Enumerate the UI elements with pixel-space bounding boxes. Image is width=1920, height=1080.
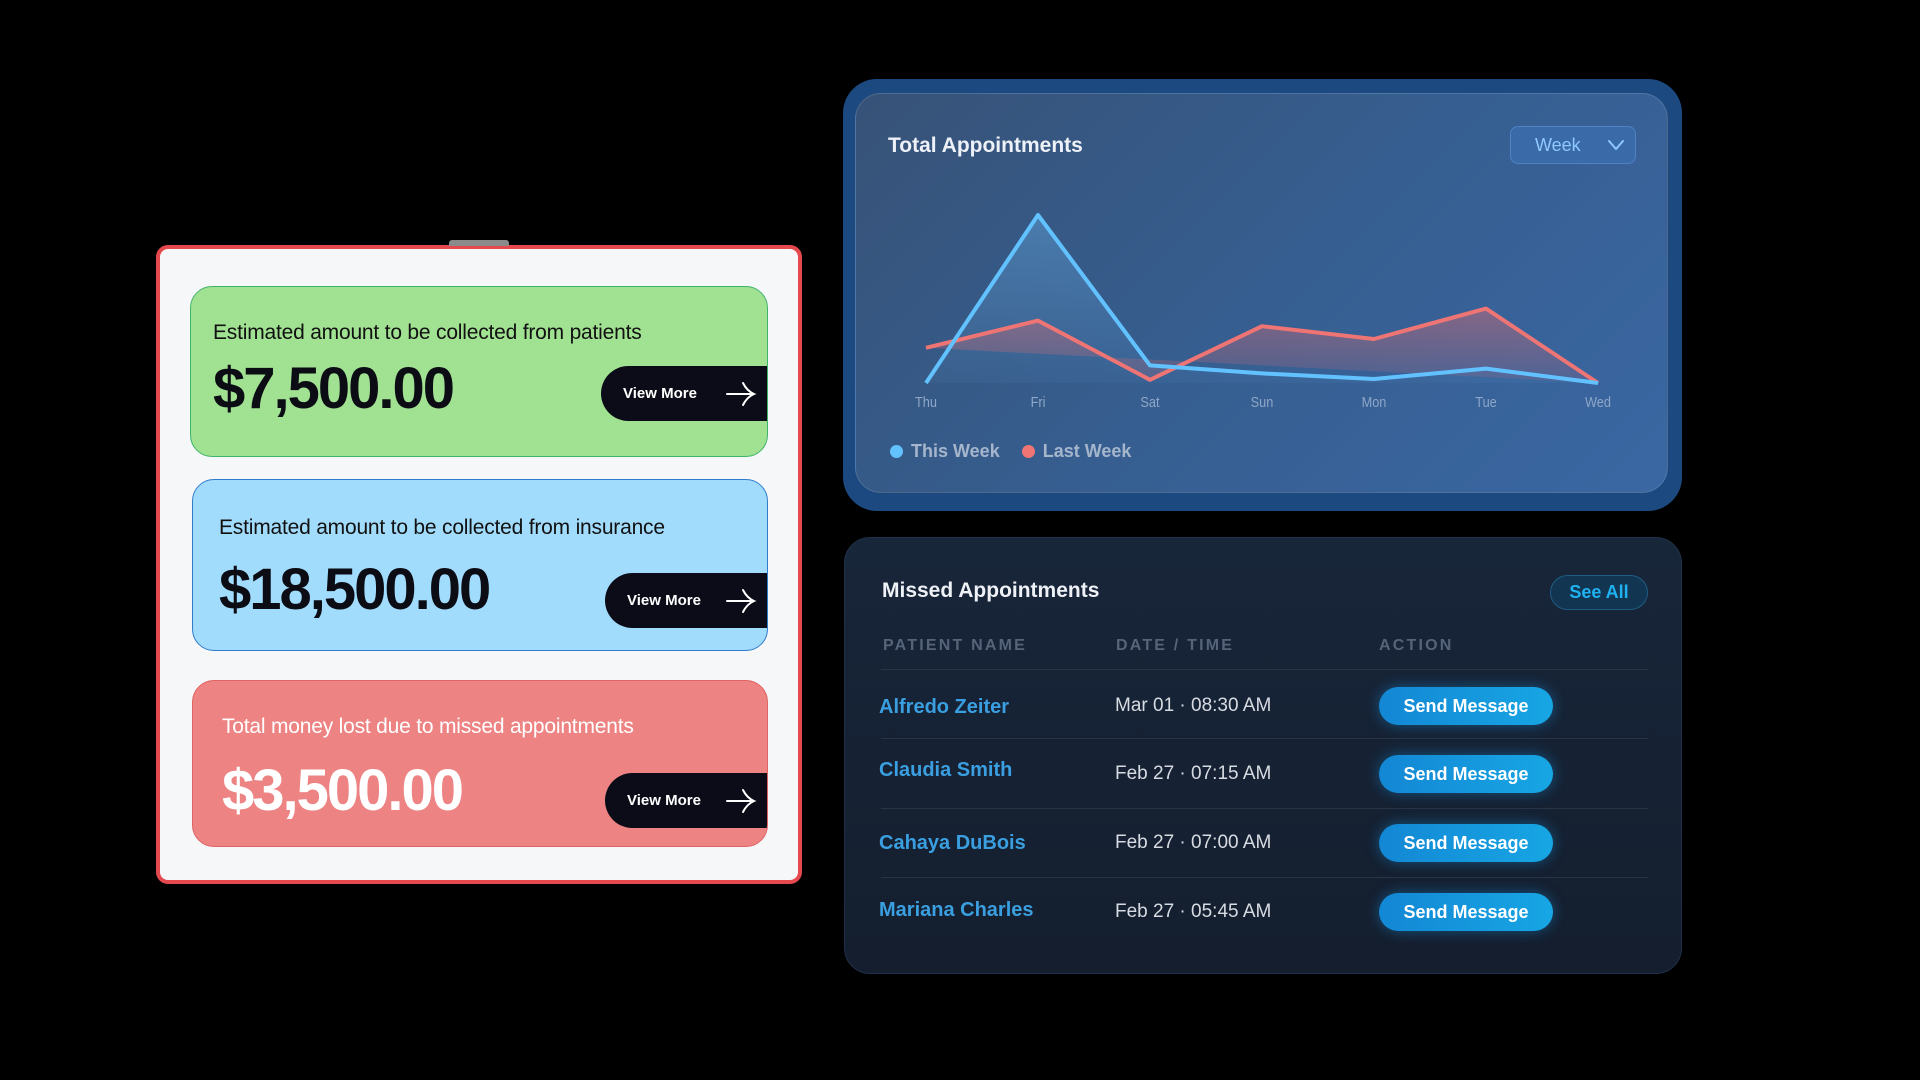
x-tick: Mon	[1361, 394, 1387, 411]
card-label: Estimated amount to be collected from in…	[219, 516, 665, 539]
column-header-action: ACTION	[1379, 637, 1454, 654]
card-amount: $7,500.00	[213, 356, 455, 421]
financial-summary-panel: Estimated amount to be collected from pa…	[156, 240, 802, 884]
view-more-button[interactable]: View More	[601, 366, 767, 421]
this-week-area	[926, 215, 1598, 383]
patient-name-link[interactable]: Claudia Smith	[879, 759, 1013, 781]
legend-this-week[interactable]: This Week	[890, 441, 1000, 462]
section-title: Missed Appointments	[882, 579, 1100, 602]
legend-label: Last Week	[1042, 441, 1132, 461]
divider	[881, 669, 1648, 670]
see-all-button[interactable]: See All	[1550, 575, 1648, 610]
missed-revenue-card: Total money lost due to missed appointme…	[192, 680, 768, 847]
view-more-button[interactable]: View More	[605, 773, 767, 828]
legend-label: This Week	[911, 441, 1000, 461]
appointment-datetime: Feb 27 · 05:45 AM	[1115, 901, 1272, 922]
x-tick: Sun	[1250, 394, 1274, 411]
view-more-button[interactable]: View More	[605, 573, 767, 628]
this-week-line	[924, 213, 1599, 385]
send-message-button[interactable]: Send Message	[1379, 755, 1553, 793]
card-amount: $3,500.00	[222, 758, 464, 823]
view-more-label: View More	[627, 592, 701, 609]
insurance-collection-card: Estimated amount to be collected from in…	[192, 479, 768, 651]
x-tick: Fri	[1030, 394, 1046, 411]
x-tick: Sat	[1140, 394, 1160, 411]
last-week-line	[925, 306, 1600, 385]
card-label: Estimated amount to be collected from pa…	[213, 321, 642, 344]
send-message-button[interactable]: Send Message	[1379, 824, 1553, 862]
send-message-button[interactable]: Send Message	[1379, 687, 1553, 725]
total-appointments-panel: Total Appointments Week Thu	[843, 79, 1682, 511]
divider	[881, 808, 1648, 809]
missed-appointments-panel: Missed Appointments See All PATIENT NAME…	[844, 537, 1682, 974]
legend-dot-icon	[1021, 445, 1035, 458]
patient-name-link[interactable]: Cahaya DuBois	[879, 832, 1026, 854]
arrow-right-icon	[726, 789, 757, 813]
chart-legend: This Week Last Week	[890, 441, 1131, 462]
x-tick: Tue	[1475, 394, 1497, 411]
column-header-patient: PATIENT NAME	[883, 637, 1028, 654]
panel-handle	[449, 240, 509, 246]
card-amount: $18,500.00	[219, 557, 491, 622]
column-header-datetime: DATE / TIME	[1116, 637, 1235, 654]
legend-last-week[interactable]: Last Week	[1021, 441, 1132, 462]
patient-name-link[interactable]: Mariana Charles	[879, 899, 1034, 921]
x-tick: Wed	[1585, 394, 1611, 411]
arrow-right-icon	[726, 382, 757, 406]
chevron-down-icon	[1608, 140, 1624, 150]
last-week-area	[926, 308, 1598, 383]
period-dropdown[interactable]: Week	[1510, 126, 1636, 164]
view-more-label: View More	[627, 792, 701, 809]
patients-collection-card: Estimated amount to be collected from pa…	[190, 286, 768, 457]
card-label: Total money lost due to missed appointme…	[222, 715, 634, 738]
appointment-datetime: Mar 01 · 08:30 AM	[1115, 695, 1272, 716]
line-chart	[924, 213, 1600, 385]
arrow-right-icon	[726, 589, 757, 613]
x-tick: Thu	[915, 394, 937, 411]
legend-dot-icon	[890, 445, 903, 458]
divider	[881, 877, 1648, 878]
chart-card: Total Appointments Week Thu	[855, 93, 1668, 493]
period-dropdown-value: Week	[1535, 134, 1581, 155]
send-message-button[interactable]: Send Message	[1379, 893, 1553, 931]
divider	[881, 738, 1648, 739]
chart-title: Total Appointments	[888, 134, 1083, 157]
patient-name-link[interactable]: Alfredo Zeiter	[879, 696, 1010, 718]
appointment-datetime: Feb 27 · 07:15 AM	[1115, 763, 1272, 784]
appointment-datetime: Feb 27 · 07:00 AM	[1115, 832, 1272, 853]
view-more-label: View More	[623, 385, 697, 402]
